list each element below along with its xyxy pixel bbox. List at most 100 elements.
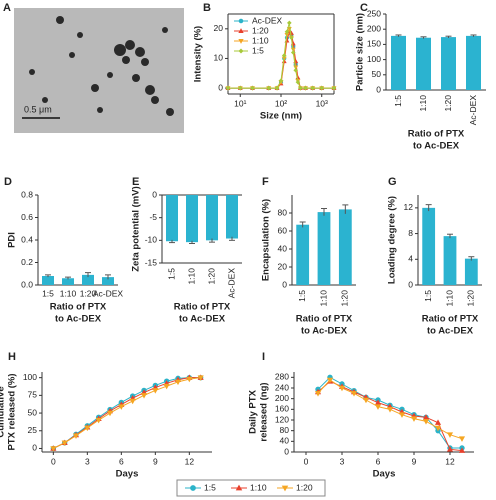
particle bbox=[107, 72, 113, 78]
y-tick-label: 100 bbox=[23, 372, 37, 382]
particle bbox=[145, 85, 155, 95]
legend-label: Ac-DEX bbox=[252, 15, 283, 25]
point bbox=[278, 78, 284, 83]
x-tick-label: 12 bbox=[445, 456, 455, 466]
point bbox=[95, 417, 102, 424]
point bbox=[362, 397, 370, 404]
y-tick-label: 0.0 bbox=[21, 279, 33, 289]
point bbox=[446, 432, 454, 438]
point bbox=[290, 50, 296, 55]
x-axis-label: Ratio of PTX bbox=[408, 129, 465, 140]
bar bbox=[391, 35, 406, 90]
point bbox=[298, 85, 303, 91]
x-tick-label: 0 bbox=[304, 456, 309, 466]
point bbox=[303, 85, 308, 91]
y-tick-label: 40 bbox=[278, 243, 288, 253]
y-tick-label: 4 bbox=[408, 254, 413, 264]
particle bbox=[77, 32, 83, 38]
point bbox=[284, 29, 290, 35]
point bbox=[281, 53, 287, 58]
y-tick-label: 8 bbox=[408, 228, 413, 238]
bar bbox=[443, 236, 457, 285]
point bbox=[238, 39, 244, 44]
x-tick-label: 1:5 bbox=[423, 290, 433, 302]
y-tick-label: 40 bbox=[280, 436, 290, 446]
x-axis-label: to Ac-DEX bbox=[301, 326, 348, 337]
point bbox=[289, 35, 294, 41]
particle bbox=[91, 84, 99, 92]
x-tick-label: 1:10 bbox=[60, 288, 77, 298]
x-tick-label: 1:20 bbox=[206, 268, 216, 285]
y-tick-label: 50 bbox=[372, 69, 382, 79]
x-axis-label: Days bbox=[373, 469, 396, 480]
x-tick-label: 1:5 bbox=[166, 268, 176, 280]
point bbox=[338, 385, 346, 392]
point bbox=[319, 85, 325, 91]
x-tick-label: 1:10 bbox=[444, 290, 454, 307]
particle bbox=[42, 97, 48, 103]
particle bbox=[56, 16, 64, 24]
y-tick-label: 100 bbox=[367, 54, 381, 64]
legend-label: 1:10 bbox=[250, 482, 267, 492]
point bbox=[410, 416, 418, 422]
y-axis-label: Loading degree (%) bbox=[387, 196, 398, 284]
point bbox=[274, 85, 280, 91]
x-tick-label: 1:10 bbox=[418, 95, 428, 112]
x-tick-label: 1:5 bbox=[393, 95, 403, 107]
point bbox=[434, 419, 442, 425]
point bbox=[266, 85, 272, 91]
x-tick-label: 3 bbox=[340, 456, 345, 466]
point bbox=[237, 85, 243, 91]
y-tick-label: 75 bbox=[28, 390, 38, 400]
bar bbox=[166, 195, 178, 242]
y-tick-label: -5 bbox=[149, 212, 157, 222]
y-tick-label: 0 bbox=[218, 82, 223, 92]
x-tick-label: 10² bbox=[275, 98, 287, 108]
x-tick-label: 9 bbox=[412, 456, 417, 466]
particle bbox=[132, 74, 140, 82]
particle bbox=[97, 107, 103, 113]
x-tick-label: 1:20 bbox=[443, 95, 453, 112]
bar bbox=[416, 37, 431, 90]
bar bbox=[338, 209, 352, 285]
point bbox=[61, 440, 68, 447]
y-tick-label: 80 bbox=[278, 207, 288, 217]
particle bbox=[162, 27, 168, 33]
x-axis-label: Ratio of PTX bbox=[296, 314, 353, 325]
panel-label: F bbox=[262, 176, 269, 188]
particle bbox=[69, 52, 75, 58]
y-tick-label: 0 bbox=[376, 84, 381, 94]
x-tick-label: Ac-DEX bbox=[93, 288, 124, 298]
y-tick-label: 0 bbox=[152, 189, 157, 199]
x-tick-label: 10³ bbox=[316, 98, 328, 108]
y-axis-label: Intensity (%) bbox=[193, 26, 204, 82]
legend-label: 1:5 bbox=[252, 45, 264, 55]
point bbox=[238, 48, 244, 54]
point bbox=[163, 383, 170, 390]
y-axis-label: released (ng) bbox=[259, 382, 270, 441]
bar bbox=[466, 35, 481, 90]
x-axis-label: Ratio of PTX bbox=[422, 314, 479, 325]
bar bbox=[441, 37, 456, 90]
bar bbox=[226, 195, 238, 239]
particle bbox=[151, 96, 159, 104]
x-axis-label: to Ac-DEX bbox=[55, 314, 102, 325]
particle bbox=[114, 44, 126, 56]
bar bbox=[42, 276, 54, 285]
bar bbox=[422, 207, 436, 285]
point bbox=[50, 446, 57, 452]
panel-label: B bbox=[203, 2, 211, 14]
point bbox=[295, 79, 301, 85]
x-tick-label: 1:20 bbox=[80, 288, 97, 298]
particle bbox=[135, 47, 145, 57]
x-tick-label: 1:20 bbox=[340, 290, 350, 307]
point bbox=[197, 375, 204, 381]
x-tick-label: 1:10 bbox=[318, 290, 328, 307]
point bbox=[434, 425, 442, 432]
y-tick-label: 25 bbox=[28, 425, 38, 435]
point bbox=[374, 404, 382, 410]
x-tick-label: 3 bbox=[85, 456, 90, 466]
bar bbox=[62, 278, 74, 285]
y-tick-label: 0.2 bbox=[21, 257, 33, 267]
